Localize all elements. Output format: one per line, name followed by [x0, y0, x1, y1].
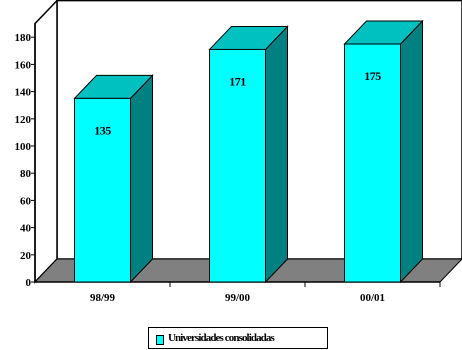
bar-front	[209, 48, 266, 283]
data-label: 135	[94, 123, 111, 137]
bar-1	[73, 74, 154, 284]
bar-side	[265, 25, 288, 284]
y-tick-label: 180	[15, 32, 32, 44]
y-tick-label: 40	[20, 223, 32, 235]
bar-side	[400, 19, 423, 284]
y-tick-label: 0	[26, 277, 32, 289]
y-tick-label: 120	[15, 114, 32, 126]
bar-2	[208, 25, 289, 284]
side-wall	[34, 0, 58, 284]
data-label: 175	[364, 69, 381, 83]
y-tick-label: 140	[15, 87, 32, 99]
y-tick-label: 160	[15, 59, 32, 71]
legend-swatch	[156, 335, 164, 345]
x-tick-label: 00/01	[360, 292, 385, 304]
y-tick-label: 100	[15, 141, 32, 153]
data-label: 171	[229, 74, 246, 88]
y-tick-label: 80	[20, 168, 32, 180]
legend: Universidades consolidadas	[148, 327, 328, 349]
x-tick-label: 98/99	[90, 292, 116, 304]
bar-front	[74, 97, 131, 283]
y-tick-label: 60	[20, 195, 32, 207]
bar-front	[344, 43, 401, 283]
x-tick-label: 99/00	[225, 292, 251, 304]
legend-label: Universidades consolidadas	[168, 332, 275, 344]
bar-side	[130, 74, 153, 284]
y-tick-label: 20	[20, 250, 32, 262]
bar-3	[343, 19, 424, 284]
